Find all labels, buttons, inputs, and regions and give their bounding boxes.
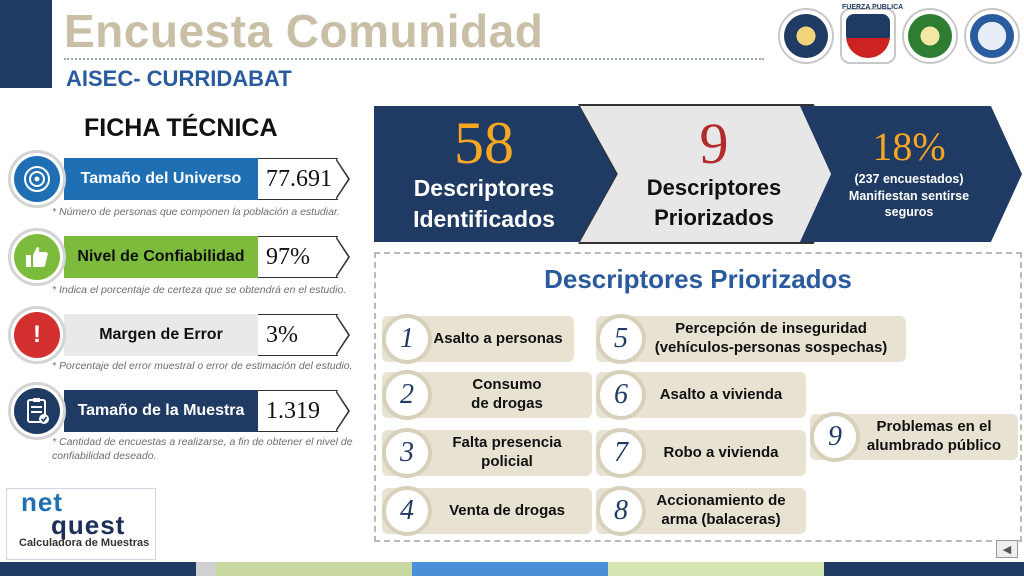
descriptor-item: 7 Robo a vivienda <box>596 428 806 478</box>
banner-number: 18% <box>872 123 946 169</box>
ficha-note: * Cantidad de encuestas a realizarse, a … <box>52 436 353 462</box>
ficha-value: 97% <box>258 236 338 278</box>
banner-sub-line1: (237 encuestados) <box>854 171 964 186</box>
banner-number: 58 <box>454 109 514 176</box>
descriptor-line2: policial <box>481 453 533 470</box>
descriptor-number: 2 <box>382 370 432 420</box>
logo-strip <box>778 4 1022 68</box>
banner-text-line1: Descriptores <box>646 175 782 201</box>
ficha-note: * Número de personas que componen la pob… <box>52 206 340 218</box>
banner-sub-line3: seguros <box>884 205 934 220</box>
banner-text-line1: Descriptores <box>413 174 555 201</box>
descriptor-item: 3 Falta presencia policial <box>382 428 592 478</box>
descriptor-line2: de drogas <box>471 395 543 412</box>
descriptor-item: 8 Accionamiento de arma (balaceras) <box>596 486 806 536</box>
ficha-value: 1.319 <box>258 390 338 432</box>
ficha-label: Margen de Error <box>64 314 258 356</box>
header-brand-block <box>0 0 52 88</box>
banner-percepcion-seguridad: 18% (237 encuestados) Manifiestan sentir… <box>800 106 1022 242</box>
banner-descriptores-priorizados: 9 Descriptores Priorizados <box>580 106 850 242</box>
ficha-note: * Porcentaje del error muestral o error … <box>52 360 353 372</box>
descriptor-line1: Percepción de inseguridad <box>675 320 867 338</box>
descriptor-number: 4 <box>382 486 432 536</box>
netquest-logo-line2: quest <box>51 510 126 541</box>
netquest-logo-line1: net <box>21 487 63 517</box>
descriptor-number: 8 <box>596 486 646 536</box>
descriptor-number: 6 <box>596 370 646 420</box>
descriptor-text: Asalto a vivienda <box>642 372 800 418</box>
descriptor-line2: (vehículos-personas sospechas) <box>654 339 888 356</box>
descriptor-item: 1 Asalto a personas <box>382 314 574 364</box>
banner-sub-line2: Manifiestan sentirse <box>848 188 970 203</box>
banner-text-line2: Identificados <box>413 206 555 232</box>
descriptor-line1: Consumo <box>472 376 542 394</box>
fuerza-publica-shield-logo <box>840 8 896 64</box>
netquest-calculator-card: net quest Calculadora de Muestras <box>6 488 156 560</box>
descriptor-item: 5 Percepción de inseguridad (vehículos-pe… <box>596 314 906 364</box>
ficha-row-confiabilidad: Nivel de Confiabilidad 97% <box>8 228 368 286</box>
descriptor-line1: Venta de drogas <box>449 501 565 519</box>
descriptor-item: 4 Venta de drogas <box>382 486 592 536</box>
descriptor-item: 9 Problemas en el alumbrado público <box>810 412 1018 462</box>
panel-title: Descriptores Priorizados <box>544 264 852 294</box>
descriptor-number: 5 <box>596 314 646 364</box>
descriptor-number: 3 <box>382 428 432 478</box>
descriptores-priorizados-panel: Descriptores Priorizados 1 Asalto a pers… <box>374 252 1022 542</box>
descriptor-item: 6 Asalto a vivienda <box>596 370 806 420</box>
back-nav-icon[interactable]: ◀ <box>996 540 1018 558</box>
ficha-row-muestra: Tamaño de la Muestra 1.319 <box>8 382 368 440</box>
chevron-right-icon <box>335 236 350 278</box>
descriptor-number: 7 <box>596 428 646 478</box>
banner-text-line2: Priorizados <box>654 205 774 230</box>
page-title: Encuesta Comunidad <box>64 5 544 57</box>
descriptor-item: 2 Consumo de drogas <box>382 370 592 420</box>
descriptor-line2: arma (balaceras) <box>661 511 781 528</box>
title-divider <box>64 58 764 60</box>
us-embassy-seal-logo <box>778 8 834 64</box>
descriptor-line1: Asalto a vivienda <box>659 385 783 403</box>
netquest-logo: net quest <box>21 487 126 541</box>
descriptor-text: Consumo de drogas <box>428 372 586 418</box>
ficha-label: Nivel de Confiabilidad <box>64 236 258 278</box>
banner-number: 9 <box>699 111 729 177</box>
banner-descriptores-identificados: 58 Descriptores Identificados <box>374 106 628 242</box>
descriptor-text: Problemas en el alumbrado público <box>856 414 1012 460</box>
descriptor-text: Falta presencia policial <box>428 430 586 476</box>
ficha-row-universo: Tamaño del Universo 77.691 <box>8 150 368 208</box>
descriptor-text: Accionamiento de arma (balaceras) <box>642 488 800 534</box>
descriptor-text: Venta de drogas <box>428 488 586 534</box>
descriptor-line2: alumbrado público <box>866 437 1002 454</box>
ficha-note: * Indica el porcentaje de certeza que se… <box>52 284 347 296</box>
descriptor-text: Percepción de inseguridad (vehículos-pers… <box>642 316 900 362</box>
ficha-value: 77.691 <box>258 158 338 200</box>
ficha-tecnica-title: FICHA TÉCNICA <box>84 114 278 142</box>
target-icon <box>8 150 66 208</box>
netquest-caption: Calculadora de Muestras <box>19 537 150 549</box>
descriptor-line1: Robo a vivienda <box>663 443 779 461</box>
footer-strip <box>0 562 1024 576</box>
alert-icon: ! <box>8 306 66 364</box>
fuerza-publica-logo-text: FUERZA PUBLICA <box>842 4 904 11</box>
ficha-label: Tamaño del Universo <box>64 158 258 200</box>
ficha-row-margen: Margen de Error 3% ! <box>8 306 368 364</box>
descriptor-line1: Asalto a personas <box>433 329 563 347</box>
descriptor-line1: Problemas en el <box>876 418 992 436</box>
aisec-seal-logo <box>964 8 1020 64</box>
descriptor-text: Robo a vivienda <box>642 430 800 476</box>
descriptor-line1: Falta presencia <box>452 434 562 452</box>
descriptor-line1: Accionamiento de <box>656 492 786 510</box>
clipboard-check-icon <box>8 382 66 440</box>
descriptor-number: 9 <box>810 412 860 462</box>
ficha-label: Tamaño de la Muestra <box>64 390 258 432</box>
chevron-right-icon <box>335 390 350 432</box>
ficha-value: 3% <box>258 314 338 356</box>
page-subtitle: AISEC- CURRIDABAT <box>66 66 292 91</box>
chevron-right-icon <box>335 158 350 200</box>
descriptor-text: Asalto a personas <box>428 316 568 362</box>
chevron-right-icon <box>335 314 350 356</box>
descriptor-number: 1 <box>382 314 432 364</box>
police-emblem-logo <box>902 8 958 64</box>
thumbs-up-icon <box>8 228 66 286</box>
